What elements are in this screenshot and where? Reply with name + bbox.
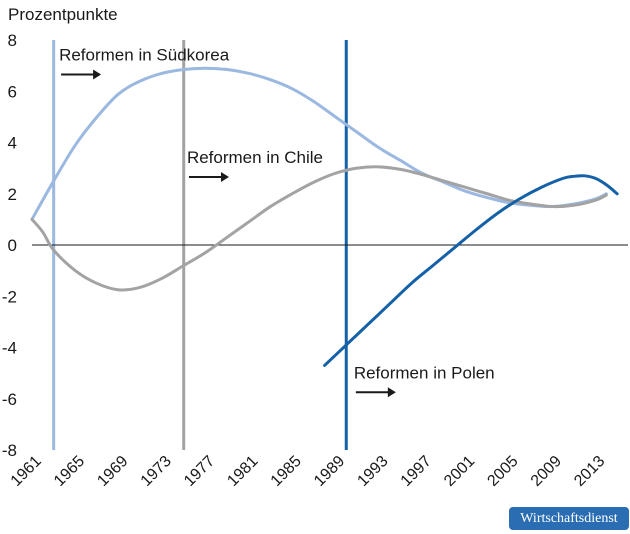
y-tick-label: -2 xyxy=(2,287,17,306)
y-tick-label: -4 xyxy=(2,339,17,358)
x-tick-label: 1969 xyxy=(94,453,131,490)
x-tick-label: 1993 xyxy=(354,453,391,490)
x-tick-label: 1985 xyxy=(268,453,305,490)
x-tick-label: 1989 xyxy=(311,453,348,490)
x-tick-label: 2009 xyxy=(528,453,565,490)
y-tick-label: 6 xyxy=(8,82,17,101)
x-tick-label: 2001 xyxy=(441,453,478,490)
x-tick-label: 1997 xyxy=(398,453,435,490)
annotation-arrowhead-chile xyxy=(220,172,229,182)
x-tick-label: 1981 xyxy=(224,453,261,490)
x-tick-label: 1973 xyxy=(138,453,175,490)
x-tick-label: 1977 xyxy=(181,453,218,490)
annotation-poland: Reformen in Polen xyxy=(354,363,495,382)
annotation-arrowhead-poland xyxy=(387,387,396,398)
x-tick-label: 2005 xyxy=(484,453,521,490)
y-tick-label: -6 xyxy=(2,390,17,409)
publisher-badge: Wirtschaftsdienst xyxy=(509,507,629,530)
y-axis-label: Prozentpunkte xyxy=(8,5,118,24)
x-tick-label: 2013 xyxy=(571,453,608,490)
y-tick-label: 4 xyxy=(8,134,17,153)
y-tick-label: 0 xyxy=(8,236,17,255)
annotations: Reformen in Südkorea Reformen in Chile Ref… xyxy=(59,46,495,398)
annotation-arrowhead-korea xyxy=(93,69,102,80)
annotation-chile: Reformen in Chile xyxy=(187,148,323,167)
y-tick-label: -8 xyxy=(2,441,17,460)
y-tick-label: 8 xyxy=(8,31,17,50)
y-tick-label: 2 xyxy=(8,185,17,204)
series-lines xyxy=(30,66,619,367)
series-line-chile xyxy=(30,165,608,292)
series-line-poland xyxy=(323,174,619,367)
x-tick-label: 1965 xyxy=(51,453,88,490)
annotation-korea: Reformen in Südkorea xyxy=(59,46,230,65)
series-line-korea xyxy=(30,66,608,221)
